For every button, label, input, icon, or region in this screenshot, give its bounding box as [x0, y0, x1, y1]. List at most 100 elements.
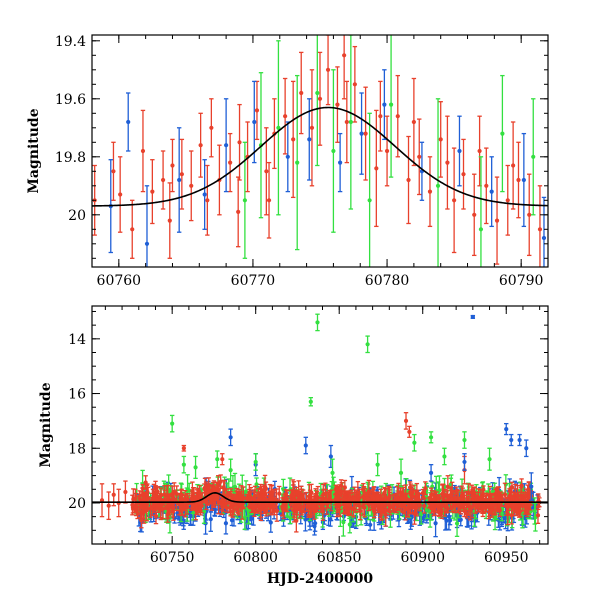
zoom-red-point — [266, 161, 272, 239]
zoom-blue-point-marker — [338, 160, 343, 165]
zoom-green-point-marker — [276, 125, 281, 130]
zoom-model-curve — [92, 106, 548, 207]
zoom-blue-point — [252, 80, 257, 164]
zoom-red-point-marker — [352, 82, 357, 87]
zoom-red-point-marker — [264, 169, 269, 174]
zoom-green-point-marker — [331, 148, 336, 154]
zoom-green-point-marker — [531, 154, 536, 159]
zoom-red-point-marker — [118, 192, 123, 197]
full-cloud-0-point — [268, 512, 273, 533]
zoom-red-point-marker — [111, 169, 116, 174]
zoom-red-point — [335, 66, 340, 143]
zoom-red-point — [309, 69, 315, 187]
zoom-red-point-marker — [236, 209, 241, 214]
zoom-red-point — [237, 103, 242, 181]
zoom-red-point — [117, 156, 123, 233]
zoom-green-point-marker — [348, 119, 353, 125]
zoom-blue-point — [489, 156, 494, 228]
zoom-red-point-marker — [452, 198, 457, 203]
zoom-red-point-marker — [179, 172, 184, 177]
zoom-green-point — [331, 69, 336, 233]
zoom-red-point-marker — [461, 172, 466, 177]
zoom-blue-point — [337, 132, 343, 193]
zoom-red-point — [352, 45, 358, 123]
zoom-blue-point — [419, 141, 425, 201]
zoom-green-point — [295, 74, 300, 251]
zoom-green-point-marker — [295, 160, 300, 165]
zoom-red-point — [494, 176, 500, 265]
zoom-red-point — [537, 185, 543, 267]
zoom-blue-point-marker — [457, 148, 462, 154]
zoom-red-point-marker — [317, 96, 323, 101]
full-cloud-1-point-marker — [492, 515, 498, 520]
zoom-red-point — [427, 156, 433, 228]
zoom-x-tick-label: 60760 — [97, 273, 142, 289]
zoom-blue-point-marker — [202, 192, 207, 197]
full-cloud-0-point-marker — [208, 517, 213, 522]
zoom-green-point — [315, 35, 320, 167]
full-cloud-0-point-marker — [409, 514, 414, 520]
zoom-red-point — [341, 35, 347, 100]
zoom-blue-point-marker — [541, 235, 547, 241]
zoom-red-point — [325, 35, 331, 106]
zoom-x-tick-label: 60790 — [499, 273, 544, 289]
full-cloud-1-point-marker — [347, 522, 352, 527]
zoom-panel-data — [92, 35, 548, 267]
zoom-green-point-marker — [242, 198, 247, 203]
zoom-x-tick-label: 60780 — [365, 273, 410, 289]
zoom-red-point — [461, 138, 466, 210]
full-cloud-2-point — [277, 485, 282, 502]
zoom-red-point — [451, 147, 457, 254]
zoom-red-point — [472, 173, 477, 257]
zoom-red-point — [299, 51, 304, 135]
zoom-y-tick-label: 20 — [68, 208, 86, 224]
full-cloud-1-point — [347, 515, 353, 534]
zoom-blue-point-marker — [359, 131, 364, 136]
zoom-red-point-marker — [130, 227, 135, 232]
zoom-blue-point — [359, 92, 364, 175]
zoom-red-point-marker — [205, 198, 210, 203]
zoom-red-point-marker — [505, 198, 510, 203]
zoom-red-point-marker — [170, 163, 175, 168]
zoom-red-point-marker — [325, 67, 331, 72]
zoom-red-point — [170, 138, 175, 193]
zoom-red-point — [344, 80, 350, 164]
zoom-red-point — [167, 182, 172, 259]
zoom-red-point-marker — [384, 148, 390, 154]
zoom-red-point — [363, 86, 368, 181]
zoom-red-point-marker — [299, 90, 304, 96]
zoom-panel-frame — [91, 34, 549, 268]
zoom-red-point-marker — [472, 212, 477, 217]
full-cloud-0-point-marker — [268, 520, 273, 525]
zoom-blue-point-marker — [382, 102, 387, 107]
zoom-blue-point-marker — [521, 177, 526, 183]
zoom-green-point — [276, 40, 281, 216]
zoom-red-point-marker — [516, 177, 521, 183]
full-cloud-0-point-marker — [312, 524, 317, 529]
zoom-red-point — [516, 141, 521, 219]
zoom-red-point — [510, 121, 516, 210]
full-cloud-1-point-marker — [437, 488, 442, 493]
zoom-red-point — [235, 176, 241, 248]
zoom-blue-point-marker — [126, 119, 131, 125]
zoom-blue-point-marker — [252, 119, 257, 125]
zoom-red-point — [150, 159, 155, 225]
zoom-green-point — [348, 35, 354, 210]
zoom-red-point-marker — [150, 189, 155, 194]
zoom-blue-point-marker — [489, 189, 494, 194]
zoom-x-tick-label: 60770 — [231, 273, 276, 289]
zoom-red-point — [438, 101, 443, 178]
zoom-red-point-marker — [378, 114, 383, 119]
zoom-blue-point — [176, 127, 182, 233]
zoom-panel-axes: 60760 60770 60780 60790 19.4 19.6 19.8 20 — [55, 34, 549, 289]
zoom-red-point-marker — [438, 137, 443, 142]
full-panel-data — [92, 313, 548, 538]
zoom-red-point-marker — [237, 140, 242, 145]
zoom-red-point — [378, 80, 383, 152]
full-cloud-1-point-marker — [532, 508, 537, 514]
zoom-red-point-marker — [189, 183, 194, 188]
zoom-red-point — [484, 147, 489, 225]
zoom-blue-point — [126, 92, 131, 152]
zoom-blue-point — [382, 69, 387, 141]
